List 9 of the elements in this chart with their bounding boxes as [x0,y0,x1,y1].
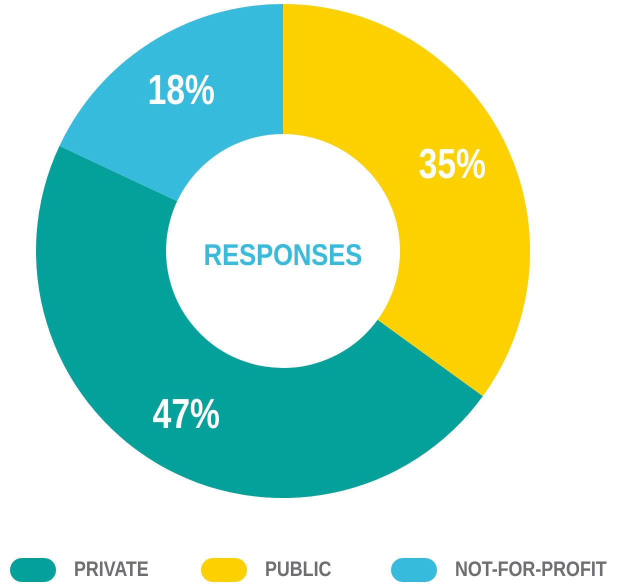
legend-label: PUBLIC [264,558,332,582]
legend-label: NOT-FOR-PROFIT [455,558,608,582]
data-label: 35% [418,142,486,188]
legend-label: PRIVATE [74,558,150,582]
data-label: 18% [148,67,215,114]
donut-slice [60,4,283,202]
data-label: 47% [152,391,220,438]
donut-slice [36,146,483,498]
text: RESPONSES [204,238,362,272]
